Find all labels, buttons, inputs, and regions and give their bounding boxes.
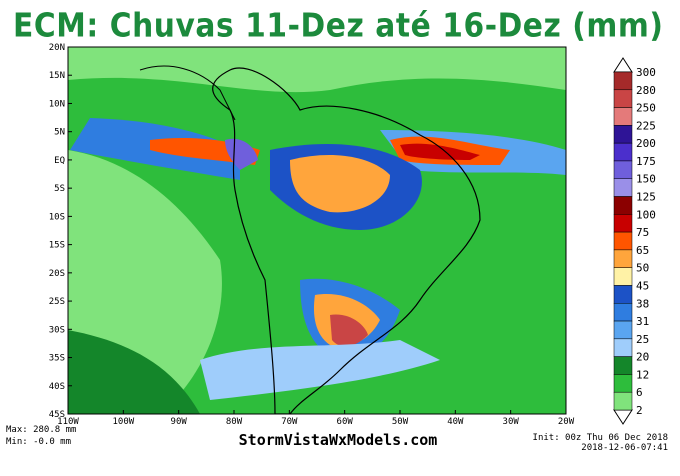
colorbar-box (613, 374, 633, 393)
colorbar-label: 125 (636, 191, 656, 204)
lon-label: 20W (558, 417, 575, 427)
lat-label: EQ (54, 156, 65, 166)
lon-label: 40W (447, 417, 464, 427)
colorbar-box (613, 71, 633, 91)
lat-label: 10S (49, 212, 65, 222)
colorbar-box (613, 107, 633, 126)
colorbar-box (613, 160, 633, 179)
colorbar-label: 150 (636, 173, 656, 186)
colorbar-label: 225 (636, 119, 656, 132)
colorbar-box (613, 125, 633, 144)
lat-label: 35S (49, 354, 65, 364)
colorbar-label: 75 (636, 226, 649, 239)
lat-label: 20N (49, 43, 65, 53)
colorbar-label: 2 (636, 404, 643, 417)
colorbar-box (613, 320, 633, 340)
title: ECM: Chuvas 11-Dez até 16-Dez (mm) (13, 6, 663, 45)
colorbar-label: 38 (636, 297, 649, 310)
stamp-text: 2018-12-06-07:41 (581, 443, 668, 453)
colorbar-label: 31 (636, 315, 649, 328)
colorbar-label: 6 (636, 386, 643, 399)
lon-label: 90W (171, 417, 188, 427)
lat-label: 5N (54, 128, 65, 138)
colorbar-box (613, 231, 633, 251)
lon-label: 50W (392, 417, 409, 427)
lon-label: 100W (112, 417, 134, 427)
colorbar-label: 12 (636, 368, 649, 381)
lon-label: 80W (226, 417, 243, 427)
colorbar-label: 45 (636, 279, 649, 292)
init-text: Init: 00z Thu 06 Dec 2018 (533, 433, 668, 443)
colorbar-label: 100 (636, 208, 656, 221)
colorbar-box (613, 214, 633, 233)
colorbar-box (613, 356, 633, 375)
colorbar-label: 280 (636, 84, 656, 97)
colorbar-box (613, 267, 633, 286)
lat-label: 25S (49, 297, 65, 307)
lat-label: 10N (49, 99, 65, 109)
colorbar-box (613, 196, 633, 215)
colorbar-box (613, 303, 633, 322)
lon-label: 30W (503, 417, 520, 427)
max-text: Max: 280.8 mm (6, 425, 76, 435)
colorbar-label: 250 (636, 102, 656, 115)
lon-label: 70W (281, 417, 298, 427)
colorbar-label: 175 (636, 155, 656, 168)
lat-label: 5S (54, 184, 65, 194)
site-text: StormVistaWxModels.com (239, 431, 438, 449)
lat-label: 40S (49, 382, 65, 392)
colorbar-label: 65 (636, 244, 649, 257)
lon-label: 60W (337, 417, 354, 427)
lat-label: 30S (49, 325, 65, 335)
lon-label: 110W (57, 417, 79, 427)
lat-label: 15S (49, 241, 65, 251)
colorbar-box (613, 338, 633, 357)
colorbar-label: 200 (636, 137, 656, 150)
colorbar-box (613, 249, 633, 268)
colorbar-box (613, 142, 633, 162)
colorbar-box (613, 178, 633, 197)
colorbar-box (613, 89, 633, 108)
lat-label: 20S (49, 269, 65, 279)
colorbar-label: 20 (636, 351, 649, 364)
colorbar-bottom (613, 409, 633, 425)
colorbar-label: 50 (636, 262, 649, 275)
min-text: Min: -0.0 mm (6, 437, 71, 447)
colorbar-label: 300 (636, 66, 656, 79)
lat-label: 45S (49, 410, 65, 420)
colorbar-box (613, 285, 633, 304)
colorbar-label: 25 (636, 333, 649, 346)
colorbar-box (613, 391, 633, 411)
map (67, 46, 567, 415)
colorbar-top (613, 57, 633, 73)
lat-label: 15N (49, 71, 65, 81)
